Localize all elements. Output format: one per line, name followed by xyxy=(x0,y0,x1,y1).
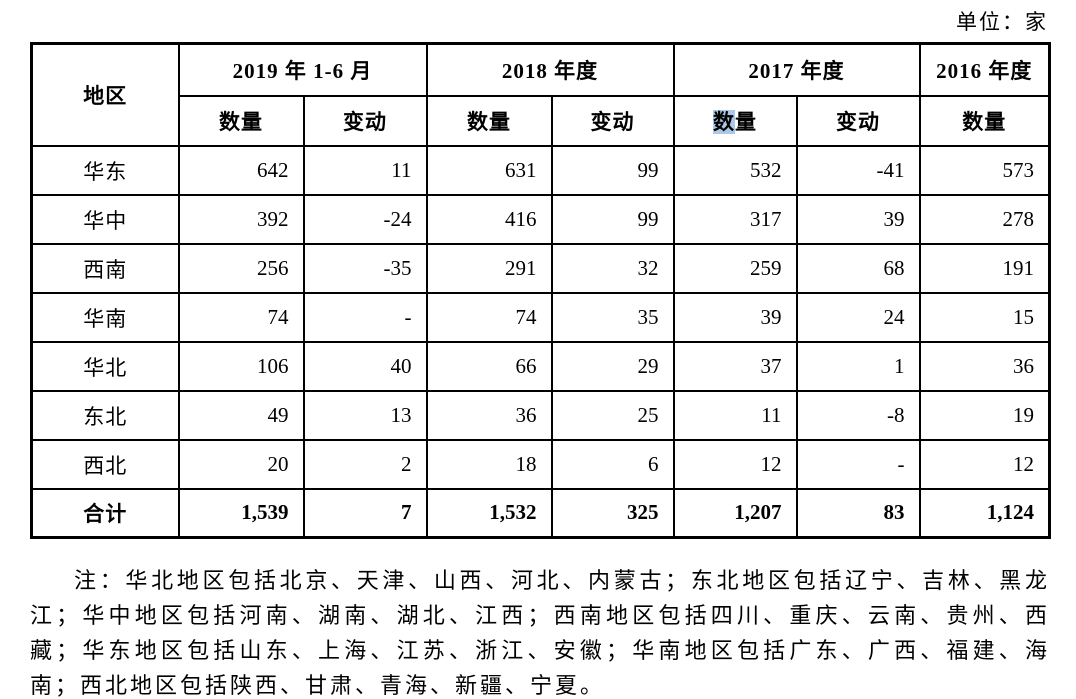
value-cell: -41 xyxy=(795,145,921,196)
value-cell: 25 xyxy=(550,390,675,441)
table-row: 华东 642 11 631 99 532 -41 573 xyxy=(30,145,1051,196)
table-body: 华东 642 11 631 99 532 -41 573 华中 392 -24 416 99 317 39 2… xyxy=(30,145,1051,538)
value-cell: 40 xyxy=(302,341,428,392)
value-cell: 1,532 xyxy=(425,488,553,538)
region-cell: 东北 xyxy=(30,390,180,441)
table-row: 华南 74-74 35 39 24 15 xyxy=(30,292,1051,343)
value-cell: 99 xyxy=(550,194,675,245)
value-cell: - xyxy=(302,292,428,343)
value-cell: 68 xyxy=(795,243,921,294)
year-header-2017: 2017 年度 xyxy=(672,42,921,97)
value-cell: 18 xyxy=(425,439,553,490)
value-cell: 66 xyxy=(425,341,553,392)
change-header-2017: 变动 xyxy=(795,95,921,147)
qty-header-2019: 数量 xyxy=(177,95,305,147)
table-row: 华北 106 40 66 29 37 1 36 xyxy=(30,341,1051,392)
value-cell: -35 xyxy=(302,243,428,294)
value-cell: 19 xyxy=(918,390,1051,441)
change-header-2018: 变动 xyxy=(550,95,675,147)
value-cell: 106 xyxy=(177,341,305,392)
year-header-2016: 2016 年度 xyxy=(918,42,1051,97)
value-cell: 37 xyxy=(672,341,798,392)
region-cell: 华中 xyxy=(30,194,180,245)
total-row: 合计 1,539 7 1,532 325 1,207 83 1,124 xyxy=(30,488,1051,538)
value-cell: 24 xyxy=(795,292,921,343)
value-cell: -24 xyxy=(302,194,428,245)
value-cell: - xyxy=(795,439,921,490)
value-cell: 317 xyxy=(672,194,798,245)
qty-header-2017: 数量 xyxy=(672,95,798,147)
year-header-row: 地区 2019 年 1-6 月 2018 年度 2017 年度 2016 年度 xyxy=(30,42,1051,147)
value-cell: 13 xyxy=(302,390,428,441)
region-cell: 华南 xyxy=(30,292,180,343)
value-cell: 32 xyxy=(550,243,675,294)
table-row: 西南 256 -35 291 32 259 68 191 xyxy=(30,243,1051,294)
qty-header-2018: 数量 xyxy=(425,95,553,147)
region-cell: 华北 xyxy=(30,341,180,392)
value-cell: 642 xyxy=(177,145,305,196)
value-cell: 74 xyxy=(425,292,553,343)
region-cell: 合计 xyxy=(30,488,180,538)
selection-highlight: 数 xyxy=(713,110,735,134)
year-header-2018: 2018 年度 xyxy=(425,42,675,97)
value-cell: 2 xyxy=(302,439,428,490)
value-cell: 256 xyxy=(177,243,305,294)
value-cell: 1,124 xyxy=(918,488,1051,538)
value-cell: 36 xyxy=(425,390,553,441)
value-cell: 11 xyxy=(672,390,798,441)
value-cell: 39 xyxy=(795,194,921,245)
value-cell: 99 xyxy=(550,145,675,196)
value-cell: 631 xyxy=(425,145,553,196)
value-cell: 12 xyxy=(918,439,1051,490)
value-cell: 36 xyxy=(918,341,1051,392)
value-cell: 15 xyxy=(918,292,1051,343)
value-cell: 20 xyxy=(177,439,305,490)
value-cell: 83 xyxy=(795,488,921,538)
table-row: 东北 49 13 36 25 11 -8 19 xyxy=(30,390,1051,441)
year-header-2019: 2019 年 1-6 月 xyxy=(177,42,428,97)
value-cell: 12 xyxy=(672,439,798,490)
value-cell: 392 xyxy=(177,194,305,245)
value-cell: 11 xyxy=(302,145,428,196)
change-header-2019: 变动 xyxy=(302,95,428,147)
region-cell: 西南 xyxy=(30,243,180,294)
region-cell: 华东 xyxy=(30,145,180,196)
qty-header-2017-rest: 量 xyxy=(735,110,757,134)
unit-label: 单位：家 xyxy=(956,10,1048,34)
value-cell: 1 xyxy=(795,341,921,392)
value-cell: 29 xyxy=(550,341,675,392)
value-cell: 7 xyxy=(302,488,428,538)
value-cell: 35 xyxy=(550,292,675,343)
table-row: 华中 392 -24 416 99 317 39 278 xyxy=(30,194,1051,245)
table-row: 西北 20 2 18 6 12-12 xyxy=(30,439,1051,490)
value-cell: 49 xyxy=(177,390,305,441)
value-cell: 1,539 xyxy=(177,488,305,538)
regional-distribution-table: 地区 2019 年 1-6 月 2018 年度 2017 年度 2016 年度 … xyxy=(30,42,1051,539)
region-column-header: 地区 xyxy=(30,42,180,147)
value-cell: 416 xyxy=(425,194,553,245)
value-cell: 278 xyxy=(918,194,1051,245)
value-cell: 191 xyxy=(918,243,1051,294)
measure-header-row: 数量 变动 数量 变动 数量 变动 数量 xyxy=(32,95,1051,147)
value-cell: 39 xyxy=(672,292,798,343)
footnote: 注：华北地区包括北京、天津、山西、河北、内蒙古；东北地区包括辽宁、吉林、黑龙江；… xyxy=(30,568,1050,698)
value-cell: 291 xyxy=(425,243,553,294)
region-cell: 西北 xyxy=(30,439,180,490)
value-cell: 1,207 xyxy=(672,488,798,538)
value-cell: 6 xyxy=(550,439,675,490)
value-cell: 532 xyxy=(672,145,798,196)
value-cell: 259 xyxy=(672,243,798,294)
value-cell: -8 xyxy=(795,390,921,441)
qty-header-2016: 数量 xyxy=(918,95,1051,147)
value-cell: 573 xyxy=(918,145,1051,196)
value-cell: 74 xyxy=(177,292,305,343)
value-cell: 325 xyxy=(550,488,675,538)
